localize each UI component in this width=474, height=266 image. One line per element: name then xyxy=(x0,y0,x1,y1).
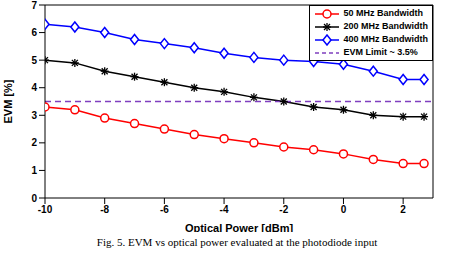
svg-text:6: 6 xyxy=(31,27,37,38)
html-text:Fig. 5. EVM vs optical power e: Fig. 5. EVM vs optical power evaluated a… xyxy=(96,236,378,248)
svg-text:-10: -10 xyxy=(38,204,53,215)
svg-text:Optical Power [dBm]: Optical Power [dBm] xyxy=(185,222,294,232)
svg-text:-6: -6 xyxy=(160,204,169,215)
html-text:400 MHz Bandwidth: 400 MHz Bandwidth xyxy=(343,34,428,44)
svg-text:4: 4 xyxy=(31,82,37,93)
svg-text:1: 1 xyxy=(31,165,37,176)
svg-text:EVM [%]: EVM [%] xyxy=(8,79,14,123)
html-text:EVM Limit ~ 3.5%: EVM Limit ~ 3.5% xyxy=(343,47,418,57)
svg-text:-2: -2 xyxy=(279,204,288,215)
svg-text:3: 3 xyxy=(31,110,37,121)
svg-text:0: 0 xyxy=(341,204,347,215)
html-text:50 MHz Bandwidth: 50 MHz Bandwidth xyxy=(343,8,423,18)
svg-text:2: 2 xyxy=(400,204,406,215)
svg-text:7: 7 xyxy=(31,0,37,11)
svg-text:-8: -8 xyxy=(100,204,109,215)
svg-text:2: 2 xyxy=(31,137,37,148)
svg-text:-4: -4 xyxy=(220,204,229,215)
html-text:200 MHz Bandwidth: 200 MHz Bandwidth xyxy=(343,21,428,31)
svg-text:5: 5 xyxy=(31,55,37,66)
svg-text:0: 0 xyxy=(31,193,37,204)
